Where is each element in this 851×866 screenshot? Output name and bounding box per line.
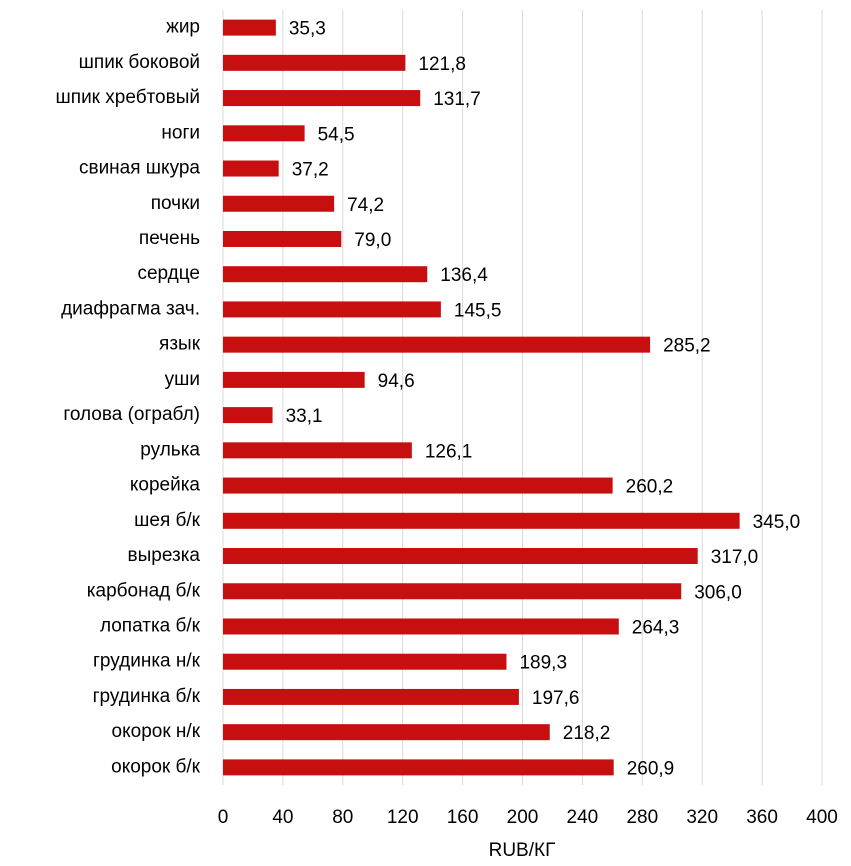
value-label: 74,2 [347, 195, 384, 216]
y-tick-label: уши [165, 369, 200, 390]
bar [223, 724, 550, 741]
bar [223, 477, 613, 494]
value-label: 54,5 [318, 124, 355, 145]
value-label: 264,3 [632, 617, 680, 638]
value-label: 260,2 [626, 477, 674, 498]
y-tick-label: свиная шкура [79, 158, 200, 179]
x-tick-label: 360 [746, 807, 778, 828]
x-tick-label: 40 [272, 807, 293, 828]
x-tick-label: 240 [567, 807, 599, 828]
value-label: 260,9 [627, 758, 675, 779]
value-label: 136,4 [440, 265, 488, 286]
bar [223, 266, 428, 283]
bar [223, 371, 365, 388]
y-tick-label: диафрагма зач. [61, 298, 200, 319]
value-label: 189,3 [519, 653, 567, 674]
bar [223, 125, 305, 142]
value-label: 94,6 [378, 371, 415, 392]
x-tick-label: 280 [626, 807, 658, 828]
y-tick-label: карбонад б/к [87, 580, 201, 601]
value-label: 37,2 [292, 160, 329, 181]
y-tick-label: корейка [130, 475, 201, 496]
y-tick-label: вырезка [128, 545, 201, 566]
value-label: 345,0 [753, 512, 801, 533]
x-tick-label: 80 [332, 807, 353, 828]
x-axis-label: RUB/КГ [489, 840, 556, 861]
y-tick-label: лопатка б/к [100, 615, 201, 636]
y-tick-label: грудинка б/к [93, 686, 201, 707]
bar [223, 512, 740, 529]
y-tick-label: окорок б/к [111, 756, 201, 777]
bar [223, 407, 273, 424]
y-tick-label: шпик хребтовый [56, 87, 200, 108]
y-tick-label: окорок н/к [112, 721, 201, 742]
value-label: 145,5 [454, 300, 502, 321]
x-tick-label: 200 [507, 807, 539, 828]
bar [223, 618, 619, 635]
value-label: 285,2 [663, 336, 711, 357]
x-tick-label: 120 [387, 807, 419, 828]
bar [223, 301, 441, 318]
y-tick-label: язык [159, 334, 201, 355]
value-label: 126,1 [425, 441, 473, 462]
y-tick-label: ноги [161, 122, 200, 143]
bar [223, 336, 651, 353]
y-tick-label: жир [166, 17, 200, 38]
x-tick-label: 160 [447, 807, 479, 828]
value-label: 317,0 [711, 547, 759, 568]
bar [223, 653, 507, 670]
value-label: 79,0 [354, 230, 391, 251]
y-tick-label: шея б/к [134, 510, 201, 531]
y-tick-label: сердце [137, 263, 200, 284]
bar [223, 442, 412, 459]
bar [223, 230, 342, 247]
y-tick-label: печень [139, 228, 200, 249]
x-tick-label: 400 [806, 807, 838, 828]
y-tick-label: шпик боковой [79, 52, 200, 73]
value-label: 306,0 [694, 582, 742, 603]
value-label: 35,3 [289, 19, 326, 40]
bar [223, 688, 519, 705]
y-tick-label: голова (ограбл) [63, 404, 200, 425]
x-tick-label: 320 [686, 807, 718, 828]
value-label: 218,2 [563, 723, 611, 744]
value-label: 131,7 [433, 89, 481, 110]
x-tick-label: 0 [218, 807, 229, 828]
bar [223, 90, 421, 107]
bar [223, 19, 276, 36]
bar [223, 583, 682, 600]
value-label: 197,6 [532, 688, 580, 709]
value-label: 33,1 [286, 406, 323, 427]
bar [223, 548, 698, 565]
y-tick-label: грудинка н/к [93, 651, 201, 672]
bar [223, 759, 614, 776]
bar [223, 54, 406, 71]
y-tick-label: почки [151, 193, 200, 214]
bar [223, 160, 279, 177]
y-tick-label: рулька [140, 439, 200, 460]
value-label: 121,8 [418, 54, 466, 75]
bar [223, 195, 335, 212]
